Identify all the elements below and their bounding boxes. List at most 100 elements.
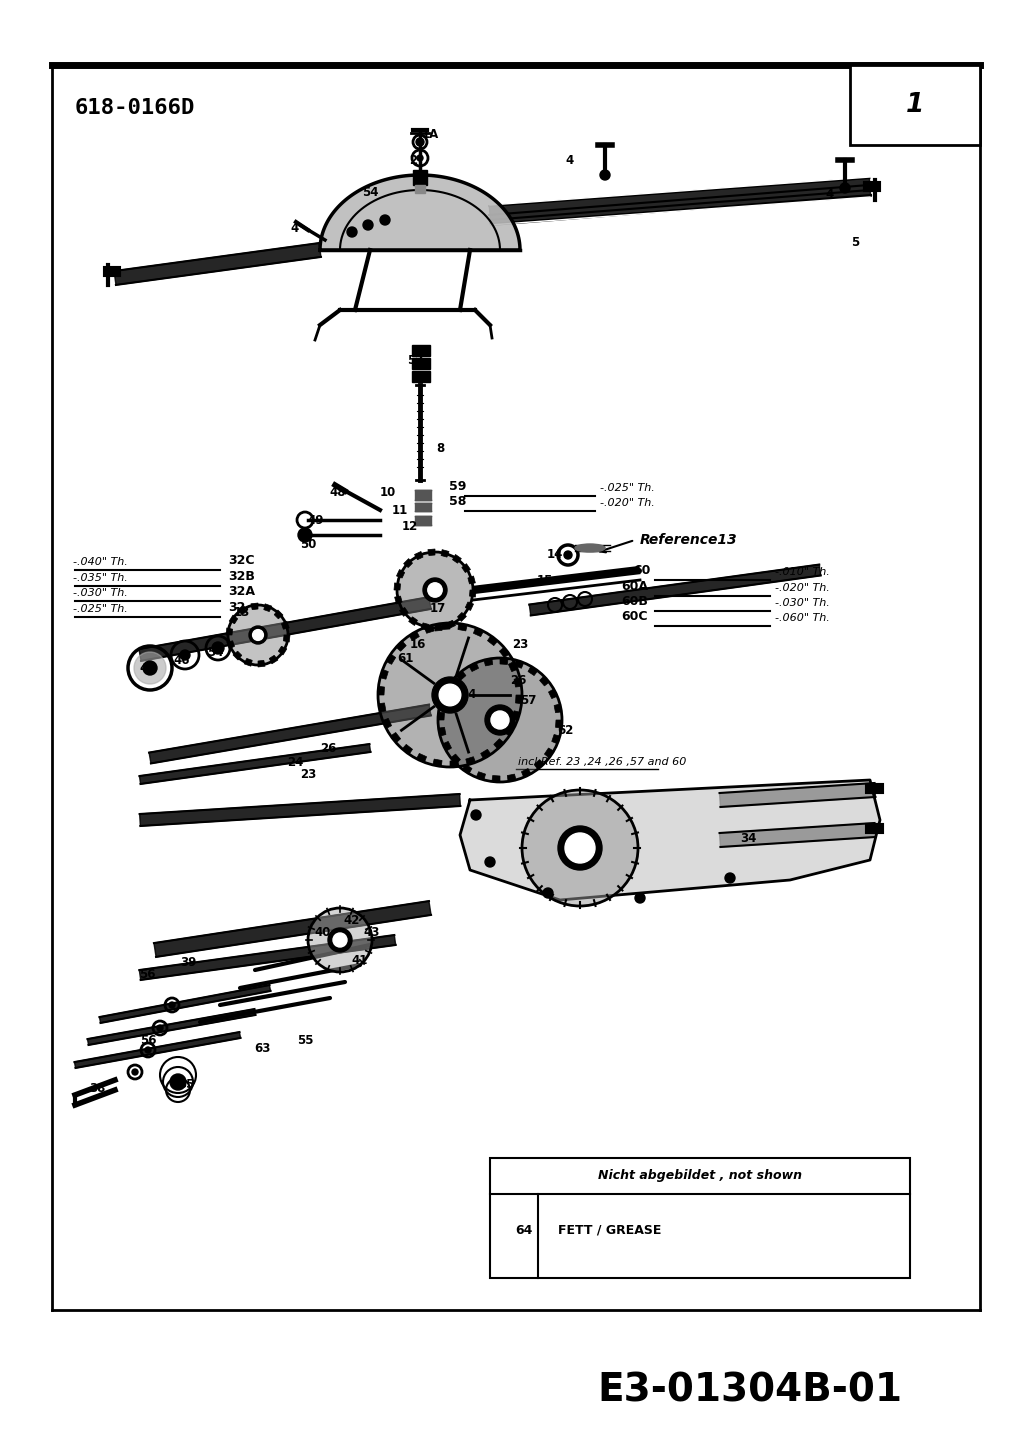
Text: 11: 11 <box>392 504 408 517</box>
Bar <box>413 169 427 185</box>
Bar <box>412 370 430 382</box>
Polygon shape <box>238 606 247 615</box>
Polygon shape <box>402 744 413 754</box>
Text: 58: 58 <box>449 495 466 508</box>
Text: 48: 48 <box>330 486 347 499</box>
Text: 10: 10 <box>380 486 396 499</box>
Circle shape <box>298 528 312 543</box>
Text: 26: 26 <box>320 741 336 754</box>
Circle shape <box>212 642 224 654</box>
Circle shape <box>132 1069 138 1075</box>
Bar <box>415 517 431 525</box>
Polygon shape <box>505 726 514 737</box>
Polygon shape <box>391 732 400 742</box>
Circle shape <box>565 551 572 559</box>
Text: -.030" Th.: -.030" Th. <box>775 598 830 608</box>
Bar <box>412 344 430 356</box>
Polygon shape <box>379 703 386 712</box>
Circle shape <box>228 605 288 666</box>
Polygon shape <box>514 677 521 687</box>
Polygon shape <box>508 774 516 781</box>
Text: 60A: 60A <box>621 580 648 593</box>
Circle shape <box>170 1074 186 1090</box>
Polygon shape <box>456 671 465 680</box>
Text: 23: 23 <box>512 638 528 651</box>
Polygon shape <box>229 615 237 624</box>
Text: 24: 24 <box>287 757 303 770</box>
Bar <box>490 1158 910 1278</box>
Text: 43: 43 <box>364 926 380 939</box>
Polygon shape <box>258 660 265 667</box>
Polygon shape <box>139 935 395 980</box>
Text: 34: 34 <box>740 832 756 845</box>
Polygon shape <box>489 178 871 224</box>
Circle shape <box>725 873 735 883</box>
Polygon shape <box>409 616 418 625</box>
Circle shape <box>438 658 562 781</box>
Text: 8: 8 <box>436 441 444 454</box>
Polygon shape <box>233 651 241 660</box>
Text: 4: 4 <box>826 188 834 201</box>
Polygon shape <box>139 598 431 661</box>
Polygon shape <box>139 794 460 826</box>
Text: 35: 35 <box>178 1078 194 1091</box>
Text: 618-0166D: 618-0166D <box>75 98 195 119</box>
Polygon shape <box>552 735 560 744</box>
Text: 60C: 60C <box>621 611 648 624</box>
Polygon shape <box>442 624 450 629</box>
Text: Reference13: Reference13 <box>640 532 738 547</box>
Polygon shape <box>493 739 504 750</box>
Polygon shape <box>443 741 452 751</box>
Polygon shape <box>245 658 252 666</box>
Text: 62: 62 <box>557 724 573 737</box>
Text: 32C: 32C <box>228 554 255 567</box>
Polygon shape <box>474 628 483 637</box>
Polygon shape <box>460 780 880 900</box>
Text: 56: 56 <box>138 968 155 981</box>
Polygon shape <box>499 658 508 664</box>
Circle shape <box>485 705 515 735</box>
Polygon shape <box>386 654 395 664</box>
Circle shape <box>840 182 850 192</box>
Text: incl.Ref. 23 ,24 ,26 ,57 and 60: incl.Ref. 23 ,24 ,26 ,57 and 60 <box>518 757 686 767</box>
Circle shape <box>432 677 467 713</box>
Circle shape <box>378 624 522 767</box>
Circle shape <box>157 1024 163 1032</box>
Polygon shape <box>719 823 875 846</box>
Text: 42: 42 <box>344 913 360 926</box>
Polygon shape <box>394 583 400 590</box>
Circle shape <box>491 710 509 729</box>
Polygon shape <box>428 548 436 556</box>
Text: 59: 59 <box>449 480 466 493</box>
Text: 17: 17 <box>430 602 446 615</box>
Polygon shape <box>394 596 402 603</box>
Text: 55: 55 <box>297 1033 314 1046</box>
Polygon shape <box>477 771 485 780</box>
Polygon shape <box>415 551 423 560</box>
Circle shape <box>543 888 553 899</box>
Polygon shape <box>555 721 562 728</box>
Text: 16: 16 <box>410 638 426 651</box>
Polygon shape <box>279 647 287 655</box>
Polygon shape <box>139 744 370 784</box>
Polygon shape <box>154 901 431 956</box>
Text: 24: 24 <box>460 689 476 702</box>
Polygon shape <box>499 647 509 657</box>
Circle shape <box>565 833 595 862</box>
Text: 15: 15 <box>537 573 553 586</box>
Circle shape <box>600 169 610 179</box>
Circle shape <box>328 928 352 952</box>
Polygon shape <box>436 625 442 631</box>
Polygon shape <box>432 760 442 767</box>
Polygon shape <box>492 776 499 781</box>
Circle shape <box>347 227 357 237</box>
Polygon shape <box>409 631 419 641</box>
Polygon shape <box>269 655 278 664</box>
Text: 5: 5 <box>850 236 859 249</box>
Text: 32: 32 <box>228 601 246 614</box>
Polygon shape <box>515 660 523 669</box>
Polygon shape <box>226 628 232 635</box>
Polygon shape <box>282 621 289 629</box>
Circle shape <box>558 826 602 870</box>
Polygon shape <box>554 703 561 713</box>
